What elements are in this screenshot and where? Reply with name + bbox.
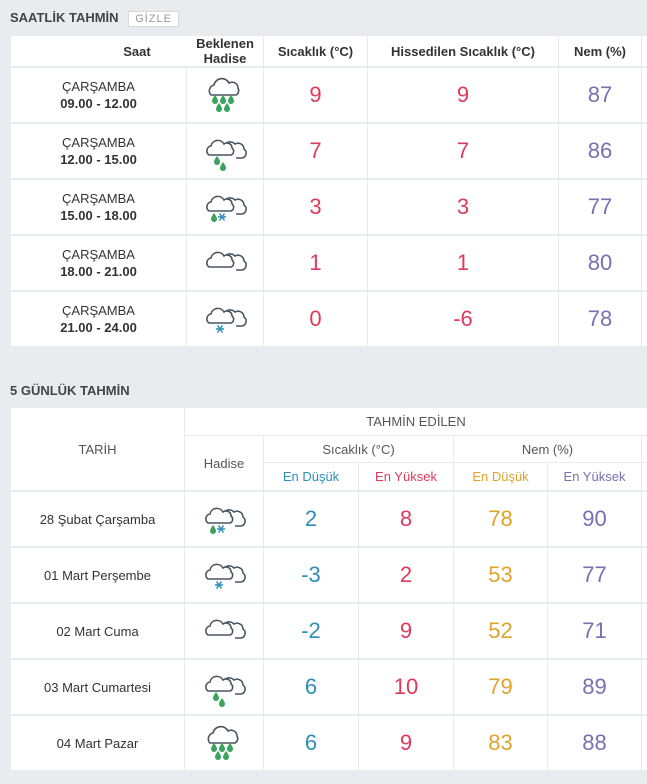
header-overflow-daily	[642, 436, 647, 462]
hourly-time-cell: ÇARŞAMBA 18.00 - 21.00	[11, 236, 186, 290]
daily-date-cell: 04 Mart Pazar	[11, 716, 184, 770]
daily-temp-min: 2	[264, 492, 358, 546]
hourly-time-cell: ÇARŞAMBA 12.00 - 15.00	[11, 124, 186, 178]
cloud-snow-icon	[187, 292, 263, 346]
header-humidity-max: En Yüksek	[548, 463, 641, 490]
header-event-daily: Hadise	[185, 436, 263, 490]
hourly-overflow-cell	[642, 292, 647, 346]
daily-humidity-max: 88	[548, 716, 641, 770]
hourly-overflow-cell	[642, 236, 647, 290]
daily-overflow-cell	[642, 660, 647, 714]
heavy-rain-icon	[185, 716, 263, 770]
daily-overflow-cell	[642, 548, 647, 602]
daily-temp-max: 9	[359, 716, 453, 770]
header-humidity-daily: Nem (%)	[454, 436, 641, 462]
header-temp-min: En Düşük	[264, 463, 358, 490]
header-predicted: TAHMİN EDİLEN	[185, 408, 647, 435]
hourly-humidity: 80	[559, 236, 641, 290]
cloud-sleet-icon	[187, 180, 263, 234]
daily-temp-max: 9	[359, 604, 453, 658]
hourly-feels: 9	[368, 68, 558, 122]
daily-date-cell: 02 Mart Cuma	[11, 604, 184, 658]
header-overflow-daily-2	[642, 463, 647, 490]
hourly-humidity: 78	[559, 292, 641, 346]
cloud-sleet-icon	[185, 492, 263, 546]
hourly-temp: 1	[264, 236, 367, 290]
hide-button[interactable]: GİZLE	[128, 11, 179, 27]
header-temp-max: En Yüksek	[359, 463, 453, 490]
daily-temp-min: 6	[264, 660, 358, 714]
hourly-feels: 1	[368, 236, 558, 290]
hourly-time-cell: ÇARŞAMBA 09.00 - 12.00	[11, 68, 186, 122]
daily-section-title: 5 GÜNLÜK TAHMİN	[10, 383, 130, 398]
header-event: Beklenen Hadise	[187, 36, 263, 66]
header-feels: Hissedilen Sıcaklık (°C)	[368, 36, 558, 66]
daily-humidity-max: 71	[548, 604, 641, 658]
hourly-humidity: 77	[559, 180, 641, 234]
daily-humidity-max: 77	[548, 548, 641, 602]
hourly-feels: 7	[368, 124, 558, 178]
cloud-snow-icon	[185, 548, 263, 602]
hourly-title-text: SAATLİK TAHMİN	[10, 10, 119, 25]
daily-humidity-min: 52	[454, 604, 547, 658]
hourly-feels: 3	[368, 180, 558, 234]
hourly-humidity: 86	[559, 124, 641, 178]
hourly-section-title: SAATLİK TAHMİN GİZLE	[10, 10, 179, 27]
daily-date-cell: 01 Mart Perşembe	[11, 548, 184, 602]
daily-temp-max: 8	[359, 492, 453, 546]
header-date: TARİH	[11, 408, 184, 490]
daily-humidity-min: 79	[454, 660, 547, 714]
daily-humidity-min: 78	[454, 492, 547, 546]
header-humidity: Nem (%)	[559, 36, 641, 66]
daily-humidity-max: 90	[548, 492, 641, 546]
hourly-feels: -6	[368, 292, 558, 346]
daily-humidity-min: 83	[454, 716, 547, 770]
daily-temp-min: -2	[264, 604, 358, 658]
daily-overflow-cell	[642, 716, 647, 770]
daily-humidity-min: 53	[454, 548, 547, 602]
daily-temp-min: 6	[264, 716, 358, 770]
hourly-time-cell: ÇARŞAMBA 15.00 - 18.00	[11, 180, 186, 234]
daily-overflow-cell	[642, 492, 647, 546]
hourly-overflow-cell	[642, 68, 647, 122]
header-temp: Sıcaklık (°C)	[264, 36, 367, 66]
daily-date-cell: 28 Şubat Çarşamba	[11, 492, 184, 546]
daily-date-cell: 03 Mart Cumartesi	[11, 660, 184, 714]
hourly-temp: 3	[264, 180, 367, 234]
daily-temp-max: 10	[359, 660, 453, 714]
header-temp-daily: Sıcaklık (°C)	[264, 436, 453, 462]
hourly-temp: 9	[264, 68, 367, 122]
hourly-temp: 0	[264, 292, 367, 346]
hourly-humidity: 87	[559, 68, 641, 122]
hourly-time-cell: ÇARŞAMBA 21.00 - 24.00	[11, 292, 186, 346]
heavy-rain-icon	[187, 68, 263, 122]
daily-overflow-cell	[642, 604, 647, 658]
cloud-icon	[185, 604, 263, 658]
cloud-rain-icon	[187, 124, 263, 178]
daily-temp-min: -3	[264, 548, 358, 602]
header-humidity-min: En Düşük	[454, 463, 547, 490]
header-overflow	[642, 36, 647, 66]
hourly-overflow-cell	[642, 180, 647, 234]
hourly-temp: 7	[264, 124, 367, 178]
daily-temp-max: 2	[359, 548, 453, 602]
daily-humidity-max: 89	[548, 660, 641, 714]
cloud-rain-icon	[185, 660, 263, 714]
cloud-icon	[187, 236, 263, 290]
hourly-overflow-cell	[642, 124, 647, 178]
